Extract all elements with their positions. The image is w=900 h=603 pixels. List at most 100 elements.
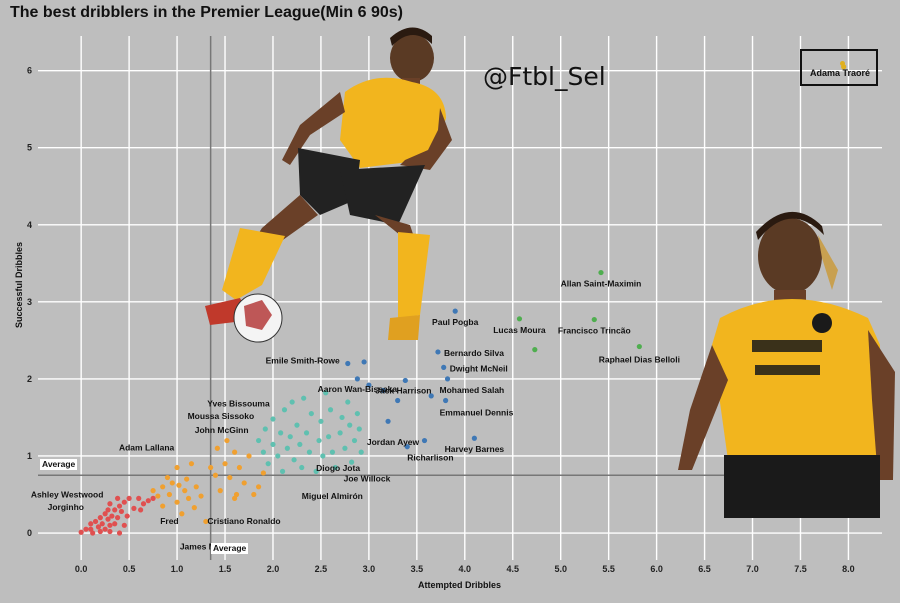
data-point-teal [349,459,355,465]
legend-label: Adama Traoré [810,68,871,78]
legend-marker [840,61,845,66]
point-label: Paul Pogba [432,317,479,327]
x-tick-label: 4.5 [506,564,519,574]
data-point-orange [176,482,182,488]
data-point-orange [150,488,156,494]
data-point-teal [339,414,345,421]
data-point-teal [297,441,303,448]
data-point-teal [287,434,293,440]
data-point-orange [236,464,243,471]
data-point-red [116,503,123,509]
data-point-red [118,508,125,515]
data-point-red [107,522,113,528]
data-point-teal [303,430,310,436]
data-point-red [90,530,96,536]
data-point-teal [265,461,271,467]
data-point-orange [255,484,262,490]
x-tick-label: 5.5 [602,564,615,574]
x-tick-label: 2.5 [315,564,328,574]
data-point-teal [358,449,364,455]
data-point-orange [185,495,192,501]
x-tick-label: 0.0 [75,564,88,574]
data-point-orange [174,499,180,505]
data-point-orange [203,518,209,525]
data-point-red [78,529,84,535]
x-axis-label: Attempted Dribbles [418,580,502,590]
data-point-teal [279,468,286,474]
point-label: Ashley Westwood [31,489,104,499]
data-point-green [532,347,538,353]
data-point-orange [174,464,180,471]
point-label: Jordan Ayew [367,437,420,447]
data-point-red [109,513,115,519]
data-point-teal [313,468,319,474]
point-label: Lucas Moura [493,325,546,335]
x-tick-label: 6.0 [650,564,663,574]
y-tick-label: 6 [27,66,32,76]
data-point-blue [444,376,451,382]
point-label: Francisco Trincão [558,326,631,336]
data-point-teal [281,407,288,413]
scatter-points [78,64,847,536]
data-point-green [598,269,604,276]
data-point-teal [301,395,307,401]
data-point-red [136,495,142,501]
data-point-red [105,507,111,513]
watermark: @Ftbl_Sel [483,62,606,91]
data-point-red [140,501,147,507]
x-tick-label: 3.0 [363,564,376,574]
y-tick-label: 2 [27,374,32,384]
point-label: John McGinn [195,425,249,435]
data-point-orange [241,480,247,486]
data-point-teal [342,445,348,451]
point-label: Joe Willock [344,473,391,483]
point-label: Jack Harrison [375,385,431,395]
data-point-red [102,526,108,532]
data-point-red [92,518,99,525]
data-point-teal [347,422,353,428]
data-point-teal [294,422,300,428]
x-tick-label: 1.5 [219,564,232,574]
player-photo-standing [678,211,895,518]
data-point-red [115,495,121,501]
point-label: Moussa Sissoko [188,411,255,421]
point-label: Aaron Wan-Bissaka [318,384,398,394]
data-point-red [97,528,103,535]
point-label: Richarlison [407,453,453,463]
y-tick-label: 1 [27,451,32,461]
data-point-teal [327,407,334,413]
point-label: Emmanuel Dennis [440,407,514,417]
data-point-orange [246,453,252,459]
data-point-teal [255,437,262,444]
point-label: Cristiano Ronaldo [207,516,280,526]
data-point-teal [291,457,297,463]
data-point-blue [380,387,386,394]
point-label: Adam Lallana [119,442,175,452]
y-tick-label: 5 [27,143,32,153]
x-tick-label: 4.0 [459,564,472,574]
data-point-orange [222,461,228,467]
data-point-orange [155,493,161,499]
data-point-orange [208,464,214,471]
data-point-red [88,521,94,527]
data-point-orange [224,437,230,444]
data-point-teal [326,434,332,440]
data-point-red [124,513,130,519]
data-point-blue [441,364,447,370]
data-point-red [112,507,118,513]
point-label: Mohamed Salah [440,385,505,395]
data-point-teal [320,453,326,459]
data-point-teal [262,426,268,432]
x-tick-label: 7.0 [746,564,759,574]
data-point-orange [188,461,195,467]
data-point-teal [289,399,295,405]
chart-title: The best dribblers in the Premier League… [10,4,403,21]
data-point-blue [395,397,401,404]
data-point-orange [191,505,197,511]
x-tick-label: 3.5 [411,564,424,574]
data-point-orange [227,474,233,481]
data-point-teal [345,399,351,405]
data-point-teal [284,445,290,451]
data-point-red [116,530,123,536]
x-tick-label: 1.0 [171,564,184,574]
